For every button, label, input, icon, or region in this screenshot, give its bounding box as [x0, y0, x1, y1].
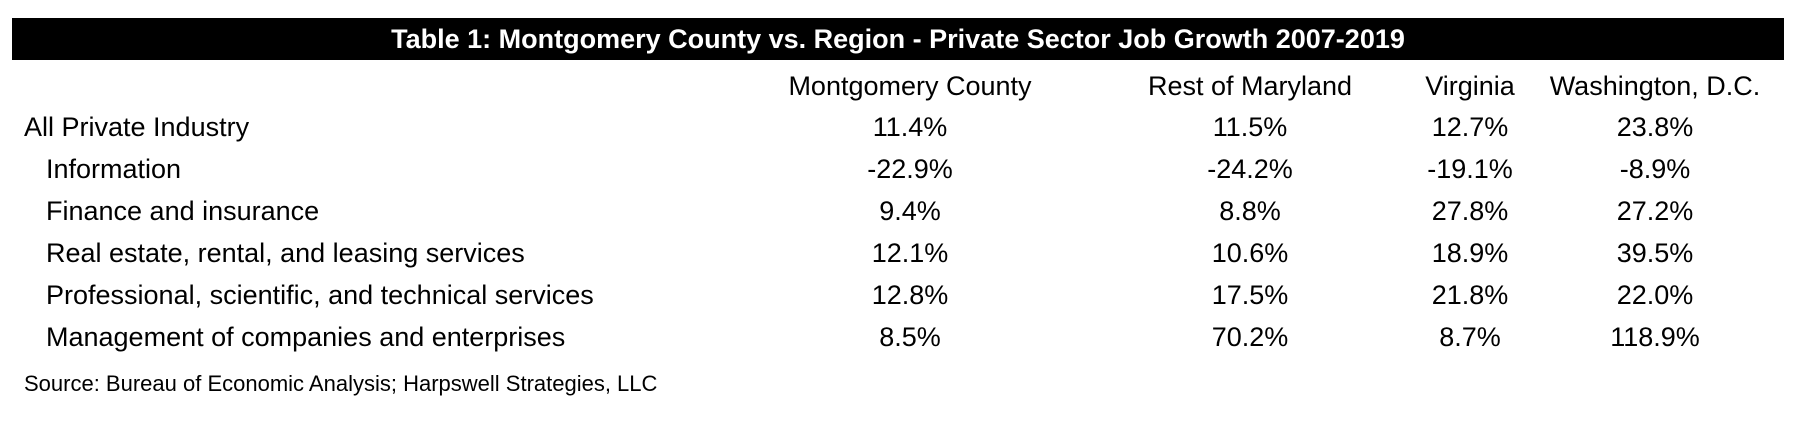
table-row: Real estate, rental, and leasing service…	[0, 232, 1796, 274]
table-row: Professional, scientific, and technical …	[0, 274, 1796, 316]
table-cell: 18.9%	[1431, 238, 1509, 268]
table-cell: 12.1%	[871, 238, 949, 268]
source-note: Source: Bureau of Economic Analysis; Har…	[24, 371, 658, 396]
table-cell: 11.5%	[1212, 112, 1288, 142]
table-cell: 12.8%	[871, 280, 949, 310]
table-cell: 17.5%	[1211, 280, 1289, 310]
table-cell: -22.9%	[867, 154, 953, 184]
row-label: All Private Industry	[24, 112, 250, 142]
table-cell: -8.9%	[1619, 154, 1691, 184]
table-title: Table 1: Montgomery County vs. Region - …	[12, 18, 1784, 60]
row-label: Professional, scientific, and technical …	[46, 280, 594, 310]
table-cell: 8.5%	[879, 322, 941, 352]
row-label: Finance and insurance	[46, 196, 320, 226]
table-cell: 11.4%	[872, 112, 948, 142]
row-label: Real estate, rental, and leasing service…	[46, 238, 525, 268]
table-cell: 12.7%	[1431, 112, 1509, 142]
table-row: All Private Industry 11.4% 11.5% 12.7% 2…	[0, 106, 1796, 148]
column-header-rest-of-maryland: Rest of Maryland	[1147, 71, 1353, 101]
table-cell: 8.8%	[1219, 196, 1281, 226]
row-label: Information	[46, 154, 182, 184]
table-cell: 9.4%	[879, 196, 941, 226]
row-label: Management of companies and enterprises	[46, 322, 566, 352]
table-cell: 21.8%	[1431, 280, 1509, 310]
table-cell: 22.0%	[1616, 280, 1694, 310]
table-row: Finance and insurance 9.4% 8.8% 27.8% 27…	[0, 190, 1796, 232]
table-cell: 39.5%	[1616, 238, 1694, 268]
table-row: Information -22.9% -24.2% -19.1% -8.9%	[0, 148, 1796, 190]
table-cell: 8.7%	[1439, 322, 1501, 352]
table-cell: 118.9%	[1610, 322, 1700, 352]
table-cell: 27.8%	[1431, 196, 1509, 226]
column-header-virginia: Virginia	[1425, 71, 1515, 101]
table-cell: -24.2%	[1207, 154, 1293, 184]
table-row: Management of companies and enterprises …	[0, 316, 1796, 358]
table-cell: -19.1%	[1427, 154, 1513, 184]
table-cell: 10.6%	[1211, 238, 1289, 268]
table-cell: 23.8%	[1616, 112, 1694, 142]
table-cell: 70.2%	[1211, 322, 1289, 352]
column-header-washington-dc: Washington, D.C.	[1549, 71, 1761, 101]
table-cell: 27.2%	[1616, 196, 1694, 226]
column-header-montgomery-county: Montgomery County	[788, 71, 1032, 101]
